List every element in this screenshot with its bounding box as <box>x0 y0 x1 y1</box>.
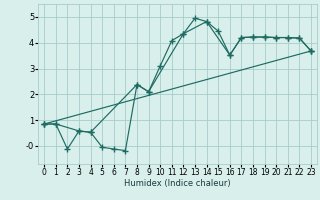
X-axis label: Humidex (Indice chaleur): Humidex (Indice chaleur) <box>124 179 231 188</box>
